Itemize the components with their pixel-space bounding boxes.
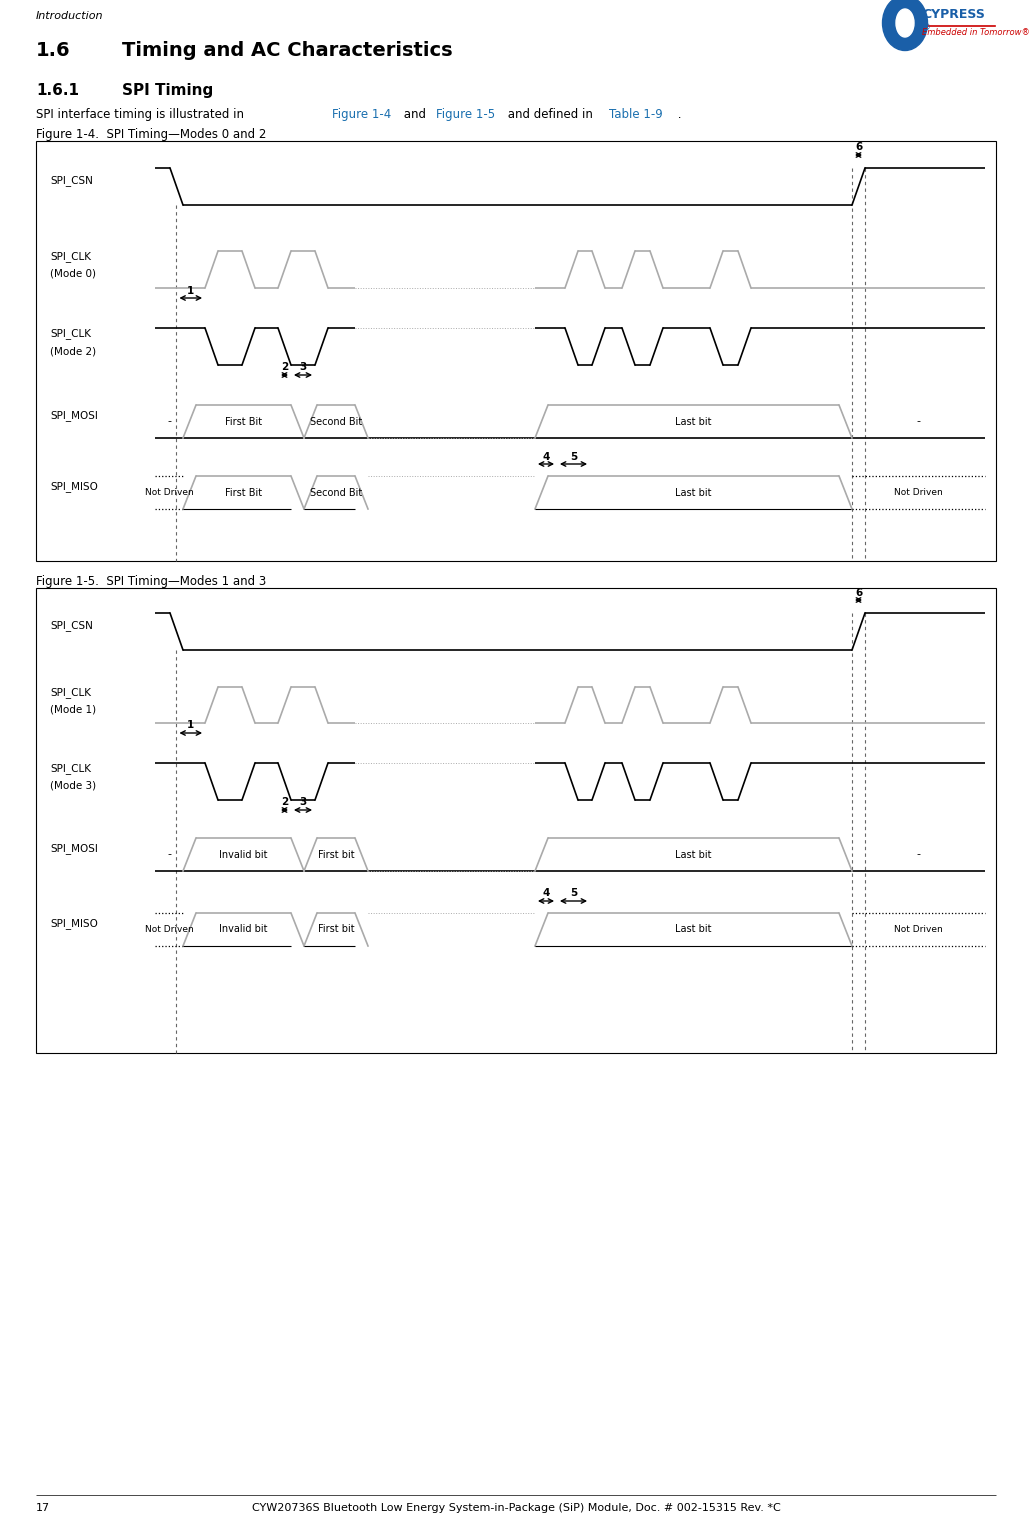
Text: Not Driven: Not Driven	[144, 924, 193, 934]
Text: (Mode 2): (Mode 2)	[50, 346, 96, 356]
Text: 2: 2	[281, 797, 288, 808]
Text: Figure 1-4.  SPI Timing—Modes 0 and 2: Figure 1-4. SPI Timing—Modes 0 and 2	[36, 127, 266, 141]
Text: SPI_CLK: SPI_CLK	[50, 687, 91, 698]
Text: 1.6: 1.6	[36, 41, 70, 60]
Text: 6: 6	[854, 143, 862, 152]
Text: Invalid bit: Invalid bit	[219, 924, 267, 935]
Text: SPI_CLK: SPI_CLK	[50, 763, 91, 774]
Text: 2: 2	[281, 362, 288, 373]
Text: Invalid bit: Invalid bit	[219, 849, 267, 860]
Text: 5: 5	[570, 452, 577, 461]
Text: First Bit: First Bit	[225, 417, 262, 426]
Text: SPI_CLK: SPI_CLK	[50, 328, 91, 339]
Text: Figure 1-5: Figure 1-5	[436, 107, 495, 121]
Text: Last bit: Last bit	[675, 487, 712, 498]
Text: Table 1-9: Table 1-9	[609, 107, 663, 121]
Text: First bit: First bit	[318, 924, 354, 935]
Text: 1.6.1: 1.6.1	[36, 83, 79, 98]
Text: Figure 1-5.  SPI Timing—Modes 1 and 3: Figure 1-5. SPI Timing—Modes 1 and 3	[36, 575, 266, 589]
Text: 5: 5	[570, 889, 577, 898]
Text: First bit: First bit	[318, 849, 354, 860]
Text: First Bit: First Bit	[225, 487, 262, 498]
Text: Not Driven: Not Driven	[894, 924, 943, 934]
Ellipse shape	[896, 9, 914, 37]
Text: ®: ®	[922, 23, 931, 32]
Text: Last bit: Last bit	[675, 417, 712, 426]
Text: 3: 3	[299, 797, 307, 808]
Text: Second Bit: Second Bit	[310, 487, 362, 498]
Text: Introduction: Introduction	[36, 11, 103, 21]
Text: Last bit: Last bit	[675, 849, 712, 860]
Text: SPI_MOSI: SPI_MOSI	[50, 409, 98, 422]
Text: -: -	[916, 417, 921, 426]
Text: (Mode 1): (Mode 1)	[50, 705, 96, 714]
Text: SPI_MISO: SPI_MISO	[50, 918, 98, 929]
Text: SPI_MISO: SPI_MISO	[50, 481, 98, 492]
Text: SPI Timing: SPI Timing	[122, 83, 214, 98]
Text: 1: 1	[187, 285, 194, 296]
Bar	[36, 589, 996, 1053]
Text: SPI_CLK: SPI_CLK	[50, 251, 91, 262]
Text: SPI_CSN: SPI_CSN	[50, 619, 93, 632]
Text: and: and	[400, 107, 429, 121]
Text: -: -	[916, 849, 921, 860]
Text: Last bit: Last bit	[675, 924, 712, 935]
Ellipse shape	[882, 0, 928, 51]
Text: -: -	[167, 417, 171, 426]
Text: 17: 17	[36, 1502, 51, 1513]
Text: 4: 4	[542, 889, 550, 898]
Text: Timing and AC Characteristics: Timing and AC Characteristics	[122, 41, 453, 60]
Text: SPI_CSN: SPI_CSN	[50, 175, 93, 185]
Text: (Mode 3): (Mode 3)	[50, 780, 96, 791]
Text: 6: 6	[854, 587, 862, 598]
Text: (Mode 0): (Mode 0)	[50, 268, 96, 279]
Text: Figure 1-4: Figure 1-4	[332, 107, 391, 121]
Text: 4: 4	[542, 452, 550, 461]
Text: and defined in: and defined in	[504, 107, 596, 121]
Text: Embedded in Tomorrow®: Embedded in Tomorrow®	[922, 28, 1030, 37]
Bar	[36, 141, 996, 561]
Text: SPI interface timing is illustrated in: SPI interface timing is illustrated in	[36, 107, 248, 121]
Text: 3: 3	[299, 362, 307, 373]
Text: -: -	[167, 849, 171, 860]
Text: CYPRESS: CYPRESS	[922, 8, 985, 21]
Text: CYW20736S Bluetooth Low Energy System-in-Package (SiP) Module, Doc. # 002-15315 : CYW20736S Bluetooth Low Energy System-in…	[252, 1502, 780, 1513]
Text: Not Driven: Not Driven	[894, 487, 943, 497]
Text: Second Bit: Second Bit	[310, 417, 362, 426]
Text: Not Driven: Not Driven	[144, 487, 193, 497]
Text: .: .	[674, 107, 681, 121]
Text: SPI_MOSI: SPI_MOSI	[50, 843, 98, 854]
Text: 1: 1	[187, 721, 194, 731]
